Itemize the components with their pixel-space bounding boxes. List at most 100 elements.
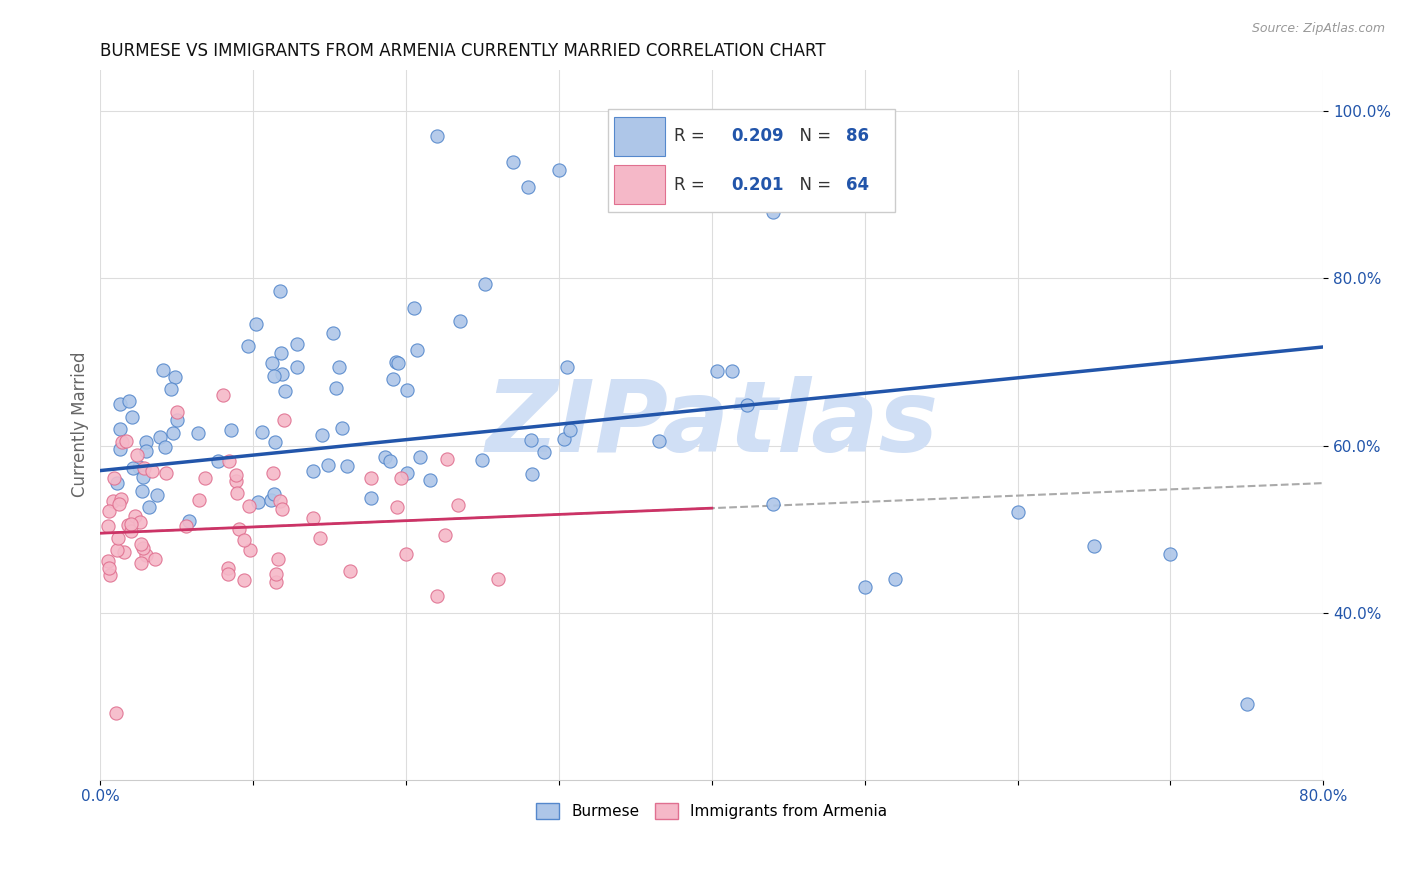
Point xyxy=(269,494,291,508)
Point xyxy=(246,494,269,508)
Point xyxy=(325,381,347,395)
Point xyxy=(97,519,120,533)
Point xyxy=(436,452,458,467)
Point xyxy=(387,356,409,370)
Text: BURMESE VS IMMIGRANTS FROM ARMENIA CURRENTLY MARRIED CORRELATION CHART: BURMESE VS IMMIGRANTS FROM ARMENIA CURRE… xyxy=(100,42,825,60)
Point xyxy=(336,459,359,474)
Point xyxy=(360,471,382,485)
Point xyxy=(104,706,127,720)
Point xyxy=(162,426,184,441)
Point xyxy=(228,522,250,536)
Point xyxy=(486,572,509,586)
Point xyxy=(884,572,907,586)
Point xyxy=(103,471,125,485)
Point xyxy=(1007,505,1029,519)
Point xyxy=(129,556,152,570)
Point xyxy=(273,413,295,427)
Point xyxy=(101,493,124,508)
Point xyxy=(266,552,288,566)
Point xyxy=(262,466,284,480)
Point xyxy=(108,397,131,411)
Point xyxy=(285,336,308,351)
Point xyxy=(117,517,139,532)
Point xyxy=(225,486,247,500)
Point xyxy=(132,469,155,483)
Point xyxy=(555,360,578,375)
Point xyxy=(395,547,418,561)
Point xyxy=(405,343,427,357)
Point xyxy=(1159,547,1181,561)
Point xyxy=(396,383,419,397)
Point xyxy=(402,301,425,316)
Point xyxy=(720,364,742,378)
Point xyxy=(149,430,172,444)
Point xyxy=(263,435,285,450)
Point xyxy=(100,567,122,582)
Point xyxy=(112,545,135,559)
Point xyxy=(533,445,555,459)
Point xyxy=(263,369,285,384)
Point xyxy=(260,493,283,508)
Point xyxy=(114,434,136,448)
Point xyxy=(520,434,543,448)
Point xyxy=(107,497,129,511)
Point xyxy=(250,425,273,440)
Point xyxy=(1236,698,1258,712)
Point xyxy=(387,500,409,514)
Point xyxy=(311,428,333,442)
Point xyxy=(339,565,361,579)
Point xyxy=(553,432,575,446)
Point xyxy=(120,524,142,539)
Point xyxy=(135,443,157,458)
Point xyxy=(207,454,229,468)
Point xyxy=(225,475,247,489)
Point xyxy=(308,531,330,545)
Point xyxy=(143,551,166,566)
Text: Source: ZipAtlas.com: Source: ZipAtlas.com xyxy=(1251,22,1385,36)
Point xyxy=(107,531,129,545)
Point xyxy=(471,452,494,467)
Point xyxy=(165,370,187,384)
Point xyxy=(520,467,543,482)
Point xyxy=(131,483,153,498)
Point xyxy=(239,542,262,557)
Point xyxy=(449,314,471,328)
Point xyxy=(360,491,382,506)
Point xyxy=(853,581,876,595)
Point xyxy=(122,461,145,475)
Point xyxy=(211,388,233,402)
Point xyxy=(105,543,128,558)
Point xyxy=(111,435,134,450)
Point xyxy=(301,511,323,525)
Point xyxy=(187,425,209,440)
Point xyxy=(110,491,132,506)
Point xyxy=(155,466,177,480)
Point xyxy=(648,434,671,449)
Point xyxy=(135,548,157,562)
Point xyxy=(382,372,405,386)
Point xyxy=(419,473,441,487)
Point xyxy=(271,367,294,381)
Point xyxy=(110,422,132,436)
Point xyxy=(260,356,283,370)
Point xyxy=(762,204,785,219)
Point xyxy=(128,515,150,529)
Point xyxy=(97,561,120,575)
Point xyxy=(548,162,571,177)
Point xyxy=(166,405,188,419)
Point xyxy=(558,423,581,437)
Point xyxy=(374,450,396,465)
Point xyxy=(146,488,169,502)
Point xyxy=(135,434,157,449)
Point xyxy=(238,500,260,514)
Point xyxy=(225,467,247,482)
Point xyxy=(132,541,155,555)
Point xyxy=(219,423,242,437)
Point xyxy=(316,458,339,472)
Point xyxy=(194,471,217,485)
Point xyxy=(131,537,153,551)
Point xyxy=(447,498,470,512)
Point xyxy=(124,509,146,524)
Point xyxy=(762,497,785,511)
Point xyxy=(274,384,297,399)
